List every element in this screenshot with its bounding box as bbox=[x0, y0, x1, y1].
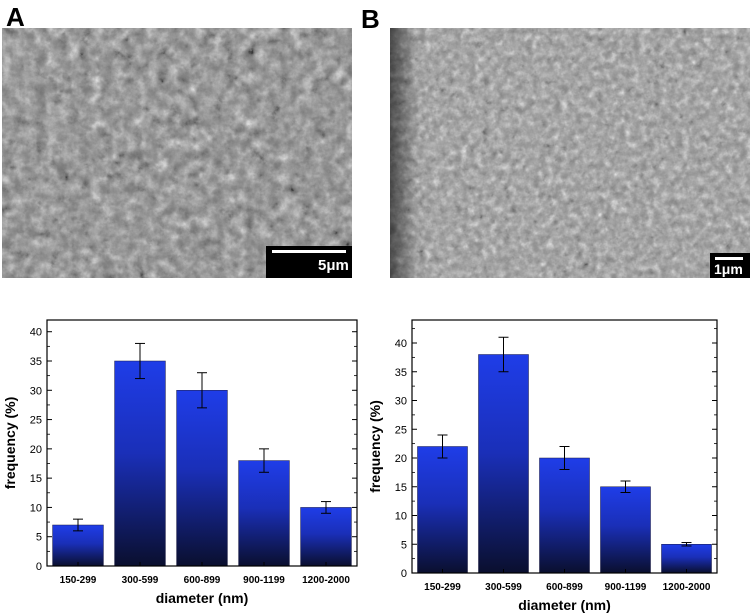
y-tick-label: 10 bbox=[30, 502, 42, 514]
y-tick-label: 10 bbox=[395, 511, 407, 523]
bar bbox=[52, 524, 104, 567]
y-tick-label: 15 bbox=[30, 473, 42, 485]
y-tick-label: 30 bbox=[395, 396, 407, 408]
y-tick-label: 25 bbox=[395, 424, 407, 436]
x-tick-label: 900-1199 bbox=[243, 575, 285, 586]
y-tick-label: 0 bbox=[401, 568, 407, 580]
panel-label-a: A bbox=[6, 2, 25, 32]
plot-frame bbox=[46, 319, 358, 567]
y-tick-label: 35 bbox=[395, 367, 407, 379]
y-tick-label: 0 bbox=[36, 561, 42, 573]
error-bar bbox=[73, 518, 83, 532]
x-tick-label: 600-899 bbox=[184, 575, 221, 586]
y-tick-label: 5 bbox=[401, 539, 407, 551]
y-tick-label: 20 bbox=[395, 453, 407, 465]
panel-label-b: B bbox=[361, 4, 380, 34]
y-tick-label: 30 bbox=[30, 385, 42, 397]
bar bbox=[600, 486, 651, 574]
error-bar bbox=[135, 342, 145, 380]
x-tick-label: 1200-2000 bbox=[663, 582, 711, 593]
x-axis-label: diameter (nm) bbox=[156, 590, 249, 606]
bar bbox=[300, 507, 352, 567]
x-tick-label: 300-599 bbox=[485, 582, 522, 593]
error-bar bbox=[321, 501, 331, 514]
bar bbox=[539, 457, 590, 574]
error-bar bbox=[259, 448, 269, 473]
bar bbox=[238, 460, 290, 567]
scale-label-a: 5μm bbox=[318, 257, 349, 274]
x-axis-label: diameter (nm) bbox=[518, 597, 611, 613]
bar bbox=[417, 446, 468, 574]
error-bar bbox=[437, 434, 448, 459]
y-tick-label: 5 bbox=[36, 532, 42, 544]
error-bar bbox=[498, 336, 509, 373]
bar bbox=[114, 360, 166, 567]
error-bar bbox=[197, 372, 207, 409]
y-tick-label: 25 bbox=[30, 415, 42, 427]
x-tick-label: 300-599 bbox=[122, 575, 159, 586]
error-bar bbox=[559, 446, 570, 470]
plot-frame bbox=[411, 319, 718, 574]
scale-bar-a: 5μm bbox=[266, 246, 352, 278]
y-tick-label: 15 bbox=[395, 482, 407, 494]
x-tick-label: 600-899 bbox=[546, 582, 583, 593]
x-tick-label: 150-299 bbox=[60, 575, 97, 586]
y-tick-label: 20 bbox=[30, 444, 42, 456]
histogram-chart-b: 150-299 300-599 600-899 900-1199 1200-2000 0 5… bbox=[367, 319, 718, 613]
histogram-chart-a: 150-299 300-599 600-899 900-1199 1200-2000 0 5… bbox=[2, 319, 358, 606]
error-bar bbox=[620, 480, 631, 493]
y-axis-label: frequency (%) bbox=[2, 397, 18, 490]
y-tick-label: 40 bbox=[30, 327, 42, 339]
bar bbox=[478, 354, 529, 574]
sem-image-a: 5μm bbox=[2, 28, 352, 278]
y-tick-label: 40 bbox=[395, 338, 407, 350]
x-tick-label: 150-299 bbox=[424, 582, 461, 593]
sem-image-b: 1μm bbox=[390, 28, 750, 278]
x-tick-label: 1200-2000 bbox=[302, 575, 350, 586]
x-tick-label: 900-1199 bbox=[605, 582, 647, 593]
y-tick-label: 35 bbox=[30, 356, 42, 368]
bar bbox=[176, 390, 228, 567]
scale-bar-b: 1μm bbox=[710, 253, 750, 278]
y-axis-label: frequency (%) bbox=[367, 400, 383, 493]
scale-label-b: 1μm bbox=[714, 261, 743, 277]
error-bar bbox=[681, 542, 692, 547]
bar bbox=[661, 544, 712, 574]
